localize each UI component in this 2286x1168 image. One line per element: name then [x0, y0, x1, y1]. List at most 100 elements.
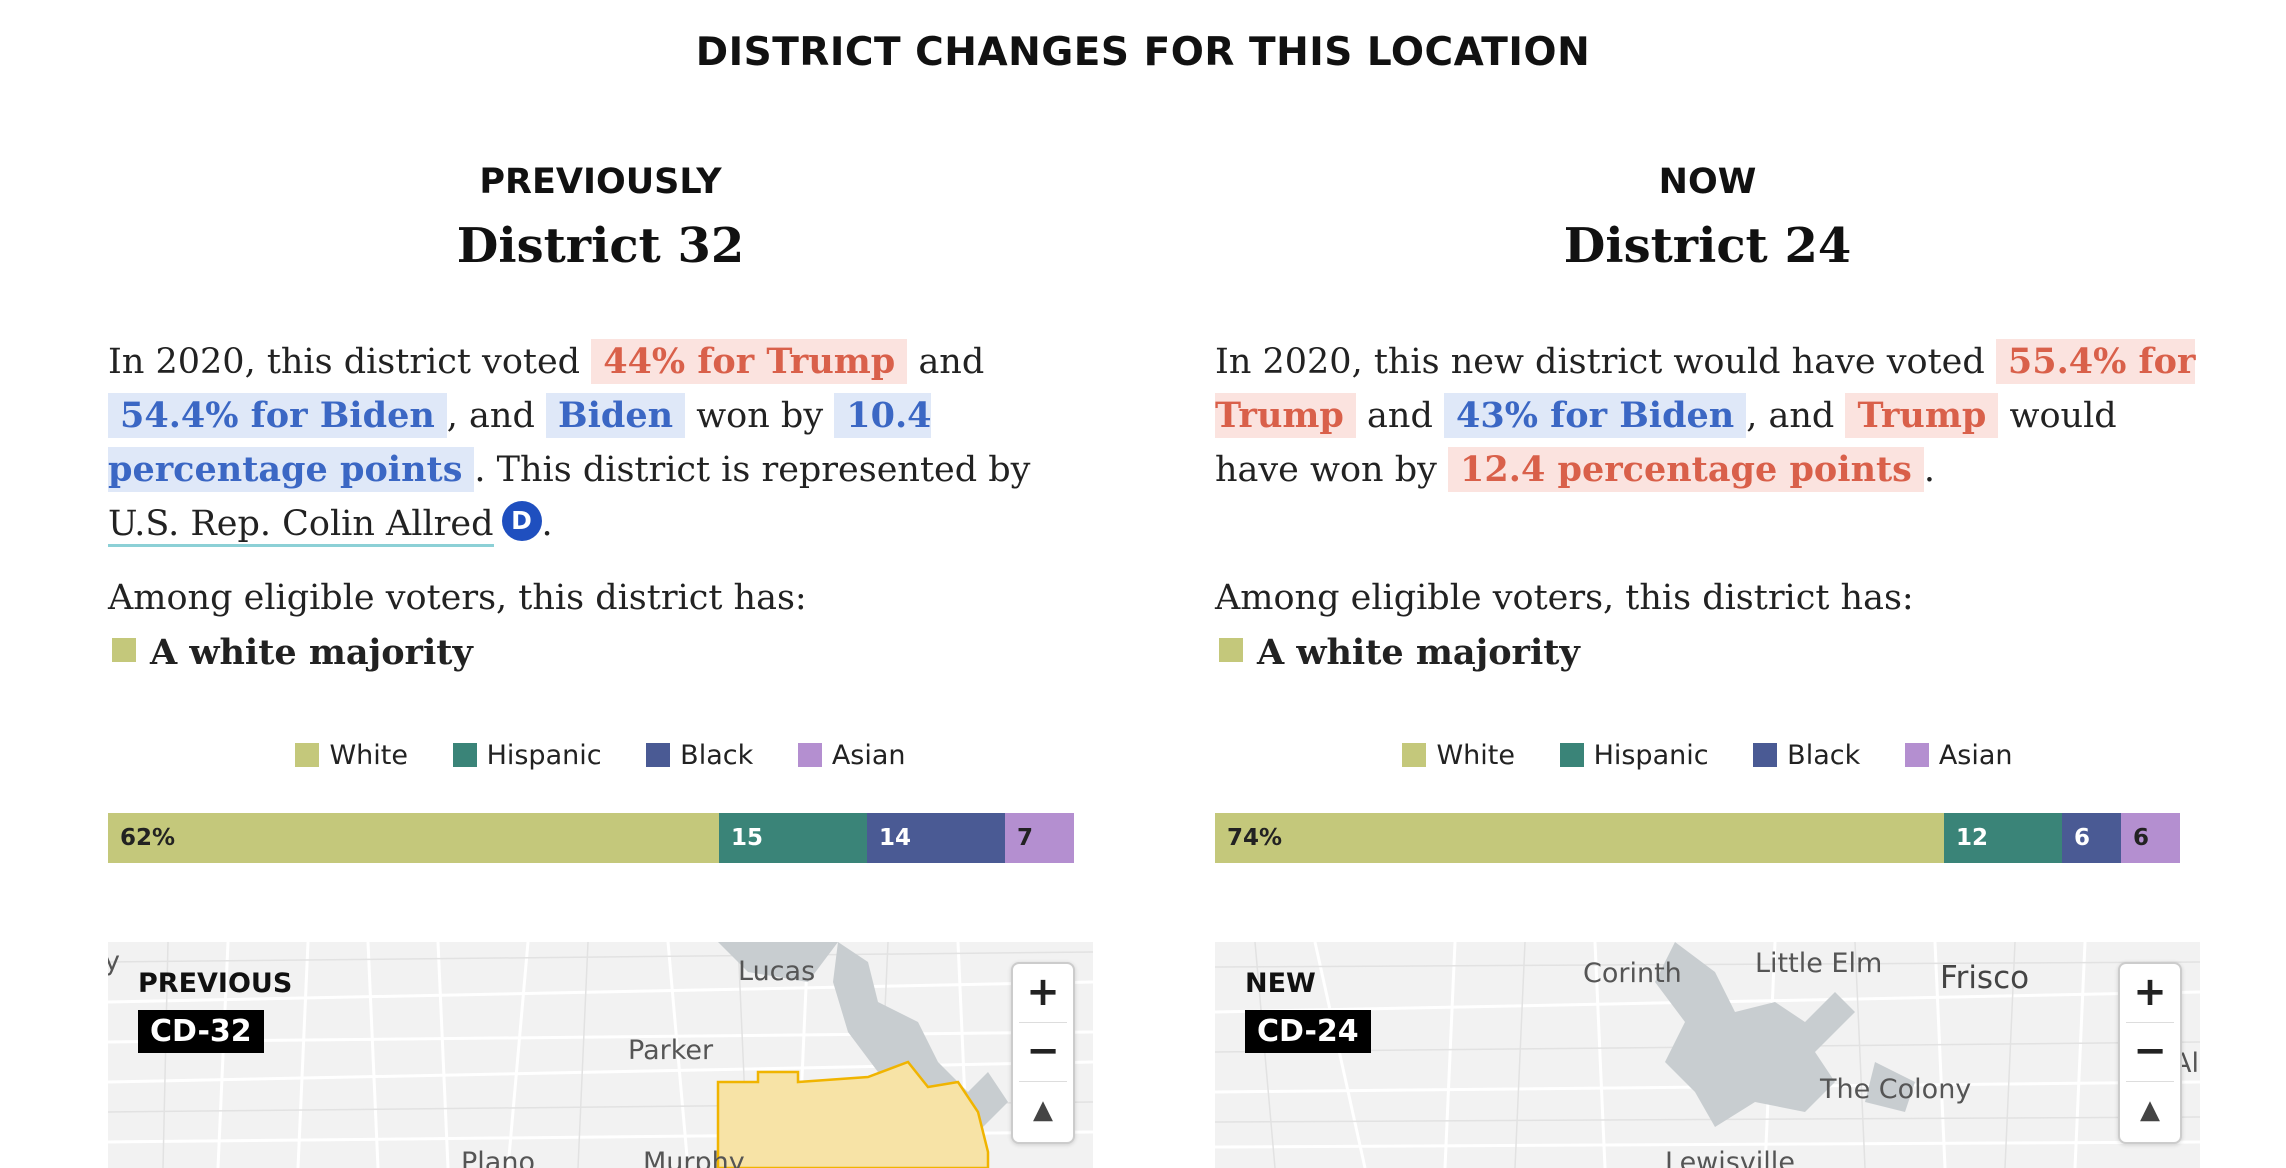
map-place-label: Parker	[628, 1035, 714, 1066]
white-swatch-icon	[295, 743, 320, 767]
current-district-map[interactable]: NEW CD-24 Corinth Little Elm Frisco The …	[1215, 942, 2200, 1168]
legend-hispanic: Hispanic	[452, 740, 602, 771]
hispanic-swatch-icon	[1559, 743, 1584, 767]
hispanic-segment: 12	[1944, 813, 2062, 863]
legend-label: Hispanic	[486, 740, 602, 771]
legend-label: Black	[1787, 740, 1861, 771]
legend-black: Black	[646, 740, 753, 771]
white-segment: 62%	[108, 813, 719, 863]
zoom-out-button[interactable]: −	[2133, 1028, 2167, 1074]
previous-district-name: District 32	[456, 218, 745, 274]
margin-highlight: 12.4 percentage points	[1448, 447, 1924, 492]
map-place-label: y	[108, 946, 120, 977]
previous-district-map[interactable]: PREVIOUS CD-32 Lucas Parker Plano Murphy…	[108, 942, 1093, 1168]
previous-vote-summary: In 2020, this district voted 44% for Tru…	[108, 335, 1093, 551]
district-badge: CD-32	[138, 1010, 264, 1053]
map-kicker: PREVIOUS	[138, 968, 293, 999]
biden-share-highlight: 43% for Biden	[1444, 393, 1747, 438]
summary-text: . This district is represented by	[474, 450, 1031, 490]
black-segment: 6	[2062, 813, 2121, 863]
legend-white: White	[1402, 740, 1515, 771]
map-zoom-controls: + − ▲	[2118, 962, 2182, 1144]
map-kicker: NEW	[1245, 968, 1316, 999]
hispanic-segment: 15	[719, 813, 867, 863]
summary-text: won by	[696, 396, 824, 436]
legend-white: White	[295, 740, 408, 771]
legend-asian: Asian	[1904, 740, 2013, 771]
summary-text: , and	[446, 396, 535, 436]
demographics-legend: White Hispanic Black Asian	[108, 740, 1093, 771]
page-title: DISTRICT CHANGES FOR THIS LOCATION	[695, 30, 1591, 75]
map-place-label: Murphy	[643, 1147, 745, 1168]
biden-share-highlight: 54.4% for Biden	[108, 393, 447, 438]
legend-black: Black	[1753, 740, 1860, 771]
previous-demographics-bar: 62% 15 14 7	[108, 813, 1074, 863]
legend-label: Asian	[1938, 740, 2013, 771]
compass-reset-button[interactable]: ▲	[1033, 1095, 1053, 1125]
asian-segment: 6	[2121, 813, 2180, 863]
current-district-column: NOW District 24 In 2020, this new distri…	[1215, 0, 2200, 1168]
map-place-label: Plano	[461, 1147, 535, 1168]
zoom-out-button[interactable]: −	[1026, 1028, 1060, 1074]
district-badge: CD-24	[1245, 1010, 1371, 1053]
map-basemap	[1215, 942, 2200, 1168]
zoom-divider	[2126, 1081, 2174, 1082]
map-basemap	[108, 942, 1093, 1168]
majority-text: A white majority	[150, 632, 473, 673]
map-place-label: Corinth	[1583, 958, 1682, 989]
current-demographics-bar: 74% 12 6 6	[1215, 813, 2180, 863]
summary-text: and	[918, 342, 985, 382]
zoom-in-button[interactable]: +	[1026, 969, 1060, 1015]
eligible-voters-label: Among eligible voters, this district has…	[108, 578, 807, 618]
representative-link[interactable]: U.S. Rep. Colin Allred	[108, 504, 494, 547]
summary-text: .	[541, 504, 553, 544]
legend-label: Hispanic	[1593, 740, 1709, 771]
black-swatch-icon	[1753, 743, 1778, 767]
white-segment: 74%	[1215, 813, 1944, 863]
summary-text: In 2020, this new district would have vo…	[1215, 342, 1985, 382]
current-vote-summary: In 2020, this new district would have vo…	[1215, 335, 2200, 497]
current-district-name: District 24	[1563, 218, 1852, 274]
summary-text: would have won by	[1215, 396, 2117, 490]
hispanic-swatch-icon	[452, 743, 477, 767]
map-place-label: The Colony	[1820, 1074, 1972, 1105]
white-swatch-icon	[1219, 638, 1243, 662]
black-swatch-icon	[646, 743, 671, 767]
democrat-party-badge: D	[501, 501, 542, 541]
majority-label: A white majority	[112, 632, 473, 673]
summary-text: .	[1923, 450, 1936, 490]
demographics-legend: White Hispanic Black Asian	[1215, 740, 2200, 771]
summary-text: and	[1367, 396, 1433, 436]
zoom-in-button[interactable]: +	[2133, 969, 2167, 1015]
black-segment: 14	[867, 813, 1005, 863]
trump-share-highlight: 44% for Trump	[591, 339, 908, 384]
zoom-divider	[1019, 1081, 1067, 1082]
summary-text: In 2020, this district voted	[108, 342, 581, 382]
asian-swatch-icon	[797, 743, 822, 767]
previous-district-column: PREVIOUSLY District 32 In 2020, this dis…	[108, 0, 1093, 1168]
current-kicker: NOW	[1658, 162, 1757, 202]
asian-swatch-icon	[1904, 743, 1929, 767]
map-place-label: Frisco	[1940, 960, 2030, 996]
legend-label: Asian	[831, 740, 906, 771]
map-place-label: Lewisville	[1665, 1147, 1795, 1168]
summary-text: , and	[1746, 396, 1835, 436]
asian-segment: 7	[1005, 813, 1074, 863]
white-swatch-icon	[1402, 743, 1427, 767]
legend-label: White	[329, 740, 408, 771]
winner-highlight: Biden	[546, 393, 686, 438]
zoom-divider	[2126, 1022, 2174, 1023]
eligible-voters-label: Among eligible voters, this district has…	[1215, 578, 1914, 618]
white-swatch-icon	[112, 638, 136, 662]
map-zoom-controls: + − ▲	[1011, 962, 1075, 1144]
winner-highlight: Trump	[1845, 393, 1999, 438]
majority-text: A white majority	[1257, 632, 1580, 673]
legend-hispanic: Hispanic	[1559, 740, 1709, 771]
majority-label: A white majority	[1219, 632, 1580, 673]
compass-reset-button[interactable]: ▲	[2140, 1095, 2160, 1125]
legend-label: Black	[680, 740, 754, 771]
map-place-label: Lucas	[738, 956, 816, 987]
map-place-label: Little Elm	[1755, 948, 1883, 979]
zoom-divider	[1019, 1022, 1067, 1023]
legend-label: White	[1436, 740, 1515, 771]
